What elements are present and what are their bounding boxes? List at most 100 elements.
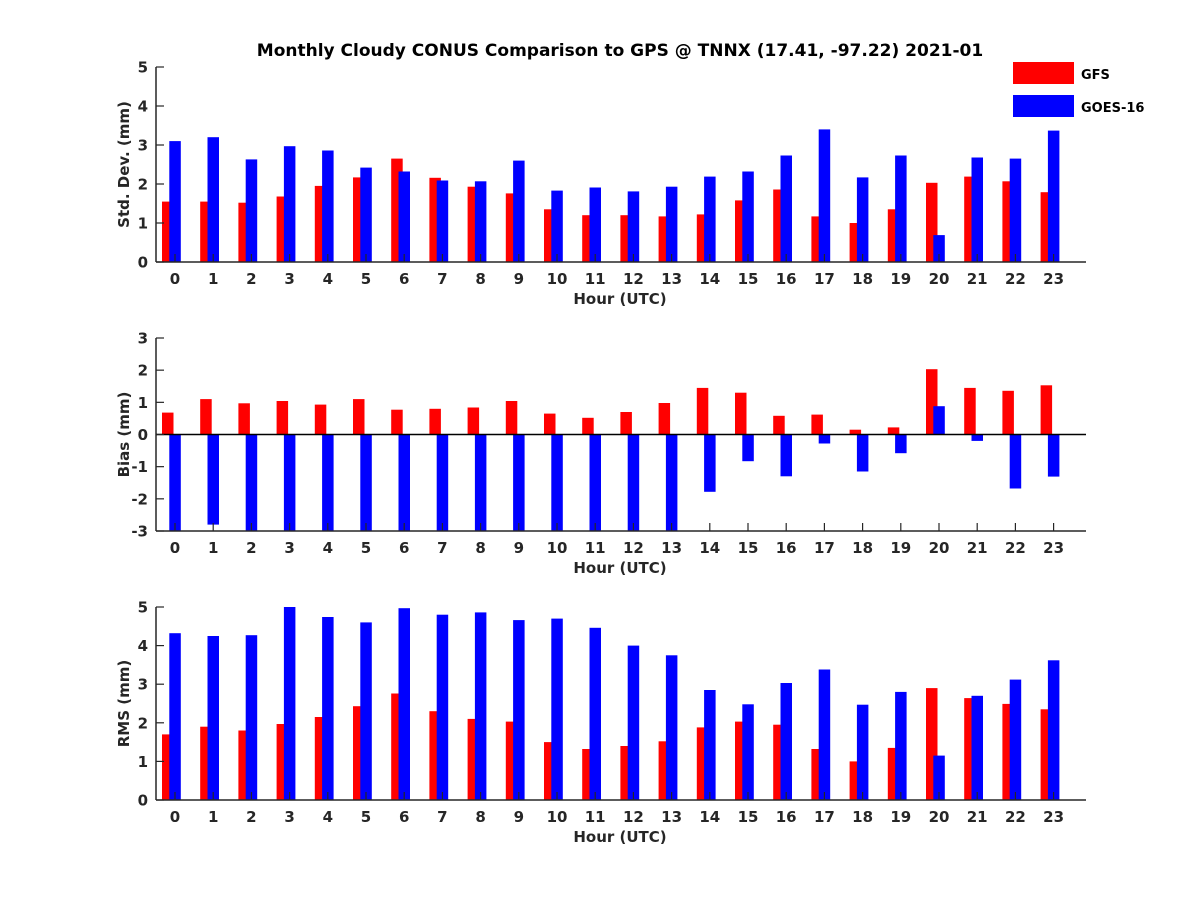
bar-gfs-hour-23 [1040, 385, 1053, 435]
bar-gfs-hour-6 [391, 409, 403, 435]
bar-gfs-hour-4 [314, 717, 327, 800]
x-tick-label: 4 [323, 808, 333, 826]
bar-gfs-hour-8 [467, 718, 480, 800]
bar-goes16-hour-8 [474, 612, 487, 800]
bar-goes16-hour-5 [360, 622, 372, 800]
bar-goes16-hour-4 [322, 617, 334, 800]
bar-gfs-hour-11 [582, 215, 594, 262]
x-tick-label: 8 [475, 270, 485, 288]
x-tick-label: 19 [890, 270, 911, 288]
x-tick-label: 12 [623, 539, 644, 557]
bar-goes16-hour-17 [818, 669, 831, 800]
bar-goes16-hour-0 [169, 434, 181, 531]
bar-goes16-hour-15 [742, 171, 754, 262]
x-tick-label: 8 [475, 539, 485, 557]
bar-goes16-hour-7 [436, 434, 449, 531]
bar-goes16-hour-23 [1047, 130, 1060, 262]
y-tick-label: 5 [138, 599, 148, 617]
x-tick-label: 13 [661, 539, 682, 557]
bar-gfs-hour-10 [544, 209, 556, 262]
bar-gfs-hour-12 [620, 412, 632, 435]
y-tick-label: 2 [138, 362, 148, 380]
y-tick-label: 4 [138, 98, 148, 116]
x-tick-label: 13 [661, 808, 682, 826]
x-tick-label: 5 [361, 808, 371, 826]
bar-goes16-hour-12 [627, 191, 640, 262]
bar-gfs-hour-20 [926, 182, 938, 262]
x-tick-label: 17 [814, 270, 835, 288]
bar-goes16-hour-10 [551, 434, 563, 531]
bar-gfs-hour-19 [887, 209, 900, 262]
bar-goes16-hour-21 [971, 434, 983, 441]
bar-goes16-hour-9 [513, 160, 525, 262]
x-tick-label: 3 [284, 539, 294, 557]
bar-gfs-hour-23 [1040, 709, 1053, 800]
bar-gfs-hour-17 [811, 749, 823, 800]
bar-goes16-hour-22 [1009, 158, 1022, 262]
bar-gfs-hour-9 [505, 401, 518, 435]
y-tick-label: 2 [138, 176, 148, 194]
x-tick-label: 19 [890, 808, 911, 826]
x-tick-label: 20 [929, 539, 950, 557]
bar-gfs-hour-10 [544, 742, 556, 800]
x-tick-label: 14 [699, 270, 720, 288]
chart-title: Monthly Cloudy CONUS Comparison to GPS @… [257, 41, 983, 61]
bar-goes16-hour-5 [360, 434, 372, 531]
bar-goes16-hour-8 [474, 181, 487, 262]
x-tick-label: 17 [814, 808, 835, 826]
bar-gfs-hour-10 [544, 413, 556, 435]
x-tick-label: 2 [246, 270, 256, 288]
bar-goes16-hour-20 [933, 406, 945, 435]
x-tick-label: 4 [323, 539, 333, 557]
x-tick-label: 23 [1043, 270, 1064, 288]
bar-goes16-hour-13 [665, 434, 678, 531]
bar-goes16-hour-20 [933, 755, 945, 800]
x-tick-label: 14 [699, 539, 720, 557]
x-tick-label: 16 [776, 539, 797, 557]
bar-goes16-hour-5 [360, 167, 372, 262]
x-tick-label: 0 [170, 270, 180, 288]
x-tick-label: 21 [967, 539, 988, 557]
x-tick-label: 23 [1043, 539, 1064, 557]
y-tick-label: -2 [131, 490, 148, 508]
legend-swatch-goes16 [1013, 95, 1074, 117]
x-tick-label: 13 [661, 270, 682, 288]
bar-gfs-hour-9 [505, 721, 518, 800]
y-tick-label: 2 [138, 714, 148, 732]
bar-goes16-hour-14 [704, 434, 716, 492]
x-tick-label: 17 [814, 539, 835, 557]
x-tick-label: 22 [1005, 808, 1026, 826]
bar-gfs-hour-19 [887, 747, 900, 800]
x-tick-label: 3 [284, 808, 294, 826]
x-tick-label: 15 [738, 270, 759, 288]
bar-goes16-hour-6 [398, 434, 410, 531]
x-tick-label: 9 [514, 270, 524, 288]
x-tick-label: 6 [399, 808, 409, 826]
bar-goes16-hour-22 [1009, 679, 1022, 800]
bar-goes16-hour-22 [1009, 434, 1022, 489]
bar-gfs-hour-5 [353, 706, 365, 800]
x-tick-label: 10 [547, 270, 568, 288]
bar-goes16-hour-2 [245, 434, 258, 531]
bar-gfs-hour-20 [926, 688, 938, 800]
y-axis-label: Bias (mm) [115, 392, 133, 478]
bar-goes16-hour-6 [398, 171, 410, 262]
bar-gfs-hour-5 [353, 177, 365, 262]
x-tick-label: 15 [738, 539, 759, 557]
y-tick-label: 3 [138, 137, 148, 155]
bar-gfs-hour-5 [353, 399, 365, 435]
bar-gfs-hour-17 [811, 414, 823, 435]
bar-gfs-hour-22 [1002, 390, 1014, 435]
bar-goes16-hour-10 [551, 618, 563, 800]
x-tick-label: 7 [437, 539, 447, 557]
bar-goes16-hour-4 [322, 434, 334, 531]
bar-gfs-hour-1 [200, 726, 212, 800]
bar-gfs-hour-7 [429, 177, 441, 262]
y-tick-label: 3 [138, 330, 148, 348]
x-tick-label: 1 [208, 808, 218, 826]
bar-gfs-hour-0 [162, 734, 174, 800]
x-axis-label: Hour (UTC) [573, 290, 666, 308]
